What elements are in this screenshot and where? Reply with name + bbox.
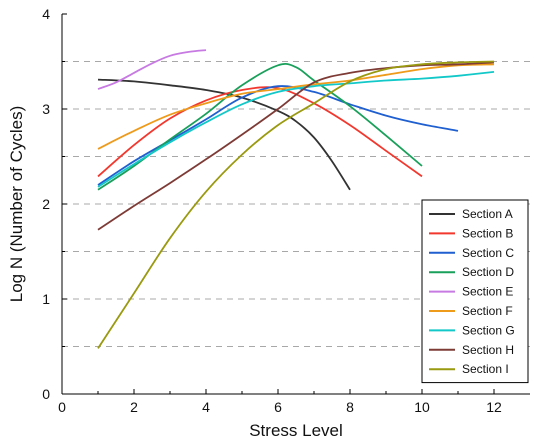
series-line-1 [97, 78, 351, 191]
legend-label: Section D [462, 265, 514, 279]
legend-label: Section E [462, 285, 513, 299]
x-tick-label: 0 [58, 399, 66, 415]
x-axis-title: Stress Level [249, 421, 343, 440]
x-tick-label: 6 [274, 399, 282, 415]
series-line-4 [97, 63, 423, 191]
y-tick-label: 3 [42, 101, 50, 117]
x-tick-label: 10 [414, 399, 430, 415]
legend-label: Section B [462, 226, 513, 240]
legend-label: Section I [462, 362, 509, 376]
series-lines [97, 49, 495, 349]
legend-label: Section H [462, 343, 514, 357]
y-tick-label: 4 [42, 6, 50, 22]
y-tick-label: 0 [42, 386, 50, 402]
legend-label: Section G [462, 323, 515, 337]
legend-label: Section A [462, 207, 513, 221]
x-tick-label: 2 [130, 399, 138, 415]
series-line-3 [97, 85, 459, 186]
y-axis-title: Log N (Number of Cycles) [7, 106, 26, 303]
series-line-9 [97, 60, 495, 349]
x-tick-label: 4 [202, 399, 210, 415]
legend-label: Section C [462, 246, 514, 260]
series-line-6 [97, 63, 495, 150]
x-tick-label: 12 [486, 399, 502, 415]
y-tick-label: 1 [42, 291, 50, 307]
grid-lines [62, 61, 530, 347]
legend-label: Section F [462, 304, 513, 318]
series-line-2 [97, 86, 423, 178]
series-line-8 [97, 61, 495, 231]
y-tick-label: 2 [42, 196, 50, 212]
legend: Section A Section B Section C Section D Sect… [421, 199, 529, 384]
series-line-5 [97, 49, 207, 90]
x-tick-label: 8 [346, 399, 354, 415]
series-line-7 [97, 71, 495, 188]
